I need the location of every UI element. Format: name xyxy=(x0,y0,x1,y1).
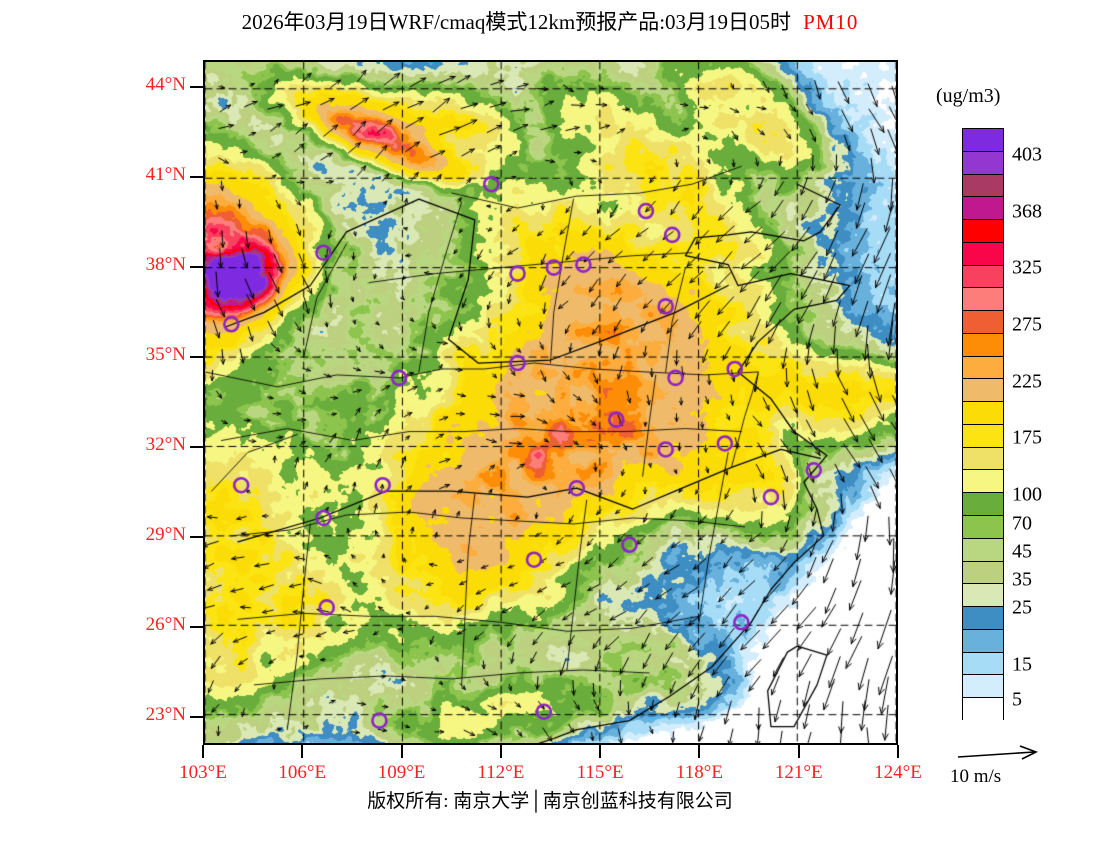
colorbar-tick-label: 70 xyxy=(1012,512,1032,535)
colorbar-band xyxy=(963,265,1003,289)
colorbar-band xyxy=(963,493,1003,517)
lat-tick-label: 32°N xyxy=(145,433,186,455)
lat-tick-mark xyxy=(190,625,203,628)
colorbar-band xyxy=(963,333,1003,357)
colorbar-tick-label: 5 xyxy=(1012,688,1022,711)
lat-tick-mark xyxy=(190,535,203,538)
colorbar-tick-label: 15 xyxy=(1012,653,1032,676)
colorbar-band xyxy=(963,174,1003,198)
colorbar-band xyxy=(963,129,1003,152)
lat-tick-label: 29°N xyxy=(145,523,186,545)
lon-tick-mark xyxy=(698,745,701,758)
colorbar-tick-label: 225 xyxy=(1012,370,1042,393)
colorbar-band xyxy=(963,470,1003,494)
colorbar-band xyxy=(963,607,1003,630)
title-species-label: PM10 xyxy=(803,10,859,34)
colorbar-band xyxy=(963,288,1003,312)
wind-scale-legend: 10 m/s xyxy=(950,744,1090,792)
lat-tick-mark xyxy=(190,715,203,718)
colorbar-band xyxy=(963,561,1003,585)
colorbar-band xyxy=(963,538,1003,562)
lon-tick-label: 124°E xyxy=(874,762,922,783)
lon-tick-label: 121°E xyxy=(774,762,823,783)
map-plot-area[interactable] xyxy=(203,60,898,745)
colorbar-band xyxy=(963,424,1003,448)
lat-tick-mark xyxy=(190,265,203,268)
lon-tick-label: 112°E xyxy=(477,762,525,783)
lon-tick-label: 109°E xyxy=(377,762,426,783)
lon-tick-label: 103°E xyxy=(179,762,227,783)
colorbar-tick-label: 25 xyxy=(1012,596,1032,619)
lon-tick-mark xyxy=(202,745,204,758)
lon-tick-mark xyxy=(499,745,502,758)
colorbar-band xyxy=(963,402,1003,425)
colorbar-tick-label: 45 xyxy=(1012,540,1032,563)
colorbar-band xyxy=(963,652,1003,676)
pm10-concentration-map xyxy=(205,62,896,743)
colorbar-tick-label: 275 xyxy=(1012,313,1042,336)
colorbar xyxy=(962,128,1004,721)
lat-tick-label: 23°N xyxy=(145,703,186,725)
colorbar-band xyxy=(963,197,1003,221)
colorbar-band xyxy=(963,584,1003,608)
colorbar-tick-label: 325 xyxy=(1012,256,1042,279)
copyright-text: 版权所有: 南京大学│南京创蓝科技有限公司 xyxy=(367,791,733,812)
page-title: 2026年03月19日WRF/cmaq模式12km预报产品:03月19日05时 P… xyxy=(0,6,1100,36)
lon-tick-mark xyxy=(400,745,403,758)
lat-tick-mark xyxy=(190,355,203,358)
colorbar-band xyxy=(963,311,1003,334)
colorbar-band xyxy=(963,220,1003,243)
lat-tick-label: 44°N xyxy=(145,73,186,95)
colorbar-band xyxy=(963,379,1003,403)
wind-scale-label: 10 m/s xyxy=(950,766,1002,787)
lat-tick-label: 26°N xyxy=(145,613,186,635)
lon-tick-label: 118°E xyxy=(675,762,723,783)
colorbar-band xyxy=(963,516,1003,539)
lat-tick-label: 41°N xyxy=(145,163,186,185)
colorbar-tick-label: 35 xyxy=(1012,568,1032,591)
colorbar-tick-label: 100 xyxy=(1012,483,1042,506)
lat-tick-label: 38°N xyxy=(145,253,186,275)
wind-arrow-icon xyxy=(957,745,1038,760)
colorbar-band xyxy=(963,698,1003,721)
lon-tick-mark xyxy=(797,745,800,758)
lat-tick-mark xyxy=(190,175,203,178)
lon-tick-mark xyxy=(599,745,602,758)
lon-tick-label: 115°E xyxy=(576,762,624,783)
colorbar-tick-label: 175 xyxy=(1012,426,1042,449)
lat-tick-mark xyxy=(190,445,203,448)
colorbar-band xyxy=(963,675,1003,699)
colorbar-band xyxy=(963,629,1003,653)
colorbar-tick-label: 403 xyxy=(1012,143,1042,166)
colorbar-band xyxy=(963,242,1003,266)
lon-tick-mark xyxy=(897,745,899,758)
lon-tick-label: 106°E xyxy=(278,762,327,783)
copyright-footer: 版权所有: 南京大学│南京创蓝科技有限公司 xyxy=(0,786,1100,813)
lat-tick-mark xyxy=(190,85,203,88)
title-main-text: 2026年03月19日WRF/cmaq模式12km预报产品:03月19日05时 xyxy=(241,10,792,34)
colorbar-band xyxy=(963,447,1003,471)
colorbar-units-label: (ug/m3) xyxy=(936,85,1001,107)
lon-tick-mark xyxy=(301,745,304,758)
colorbar-band xyxy=(963,151,1003,175)
colorbar-band xyxy=(963,356,1003,380)
colorbar-tick-label: 368 xyxy=(1012,200,1042,223)
lat-tick-label: 35°N xyxy=(145,343,186,365)
